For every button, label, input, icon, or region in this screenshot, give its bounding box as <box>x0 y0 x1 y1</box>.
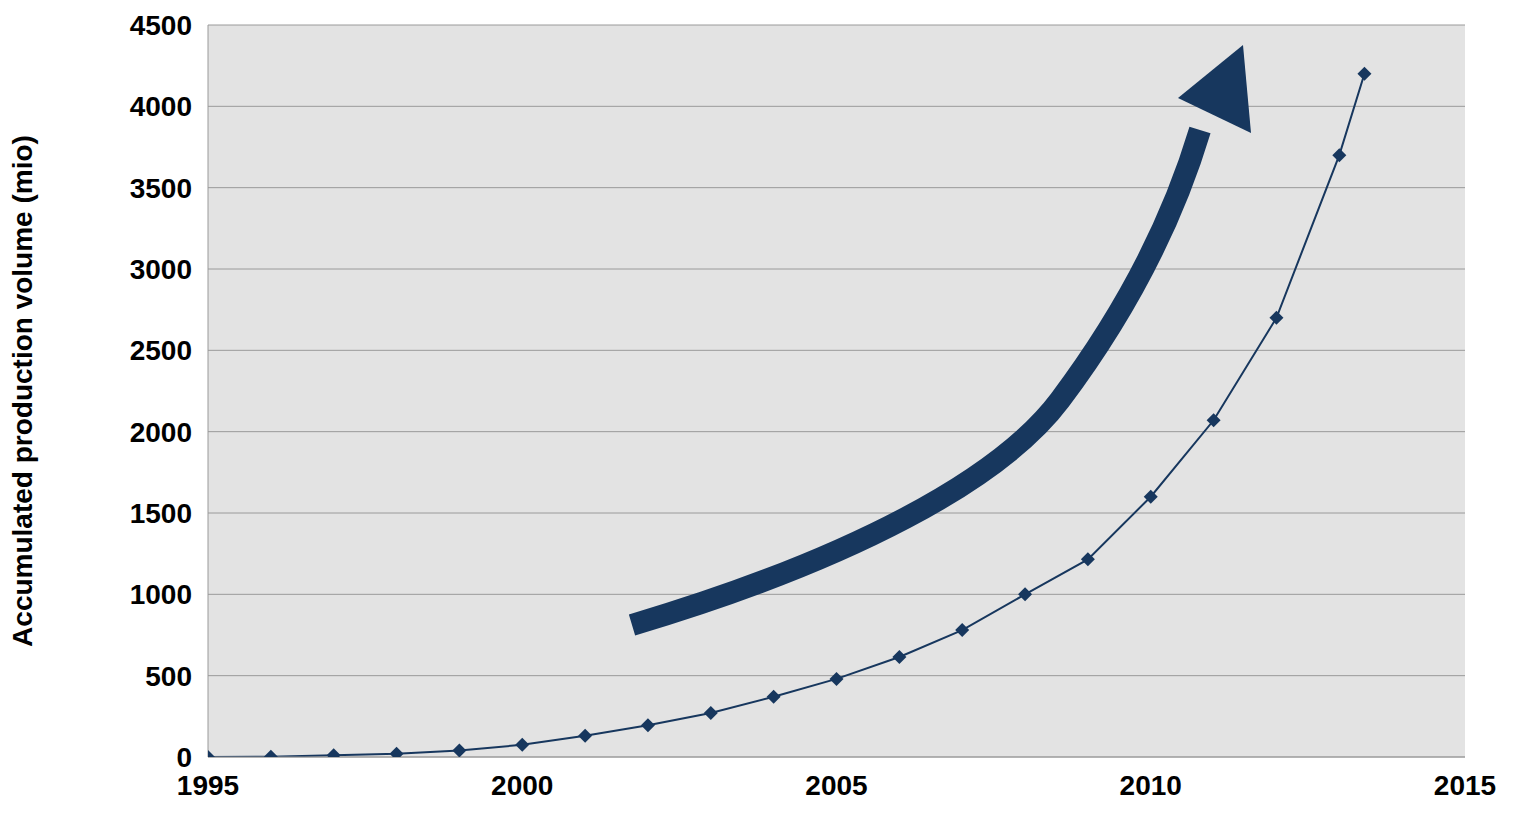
svg-text:0: 0 <box>176 742 192 773</box>
svg-text:1995: 1995 <box>177 770 239 801</box>
svg-text:2015: 2015 <box>1434 770 1496 801</box>
svg-text:2500: 2500 <box>130 335 192 366</box>
svg-text:3000: 3000 <box>130 254 192 285</box>
svg-text:1500: 1500 <box>130 498 192 529</box>
svg-text:2010: 2010 <box>1120 770 1182 801</box>
svg-text:2000: 2000 <box>130 417 192 448</box>
svg-text:1000: 1000 <box>130 579 192 610</box>
svg-text:4000: 4000 <box>130 91 192 122</box>
svg-text:Accumulated production volume: Accumulated production volume (mio) <box>7 135 38 647</box>
svg-text:4500: 4500 <box>130 10 192 41</box>
svg-text:2005: 2005 <box>805 770 867 801</box>
svg-text:3500: 3500 <box>130 173 192 204</box>
svg-text:2000: 2000 <box>491 770 553 801</box>
svg-text:500: 500 <box>145 661 192 692</box>
